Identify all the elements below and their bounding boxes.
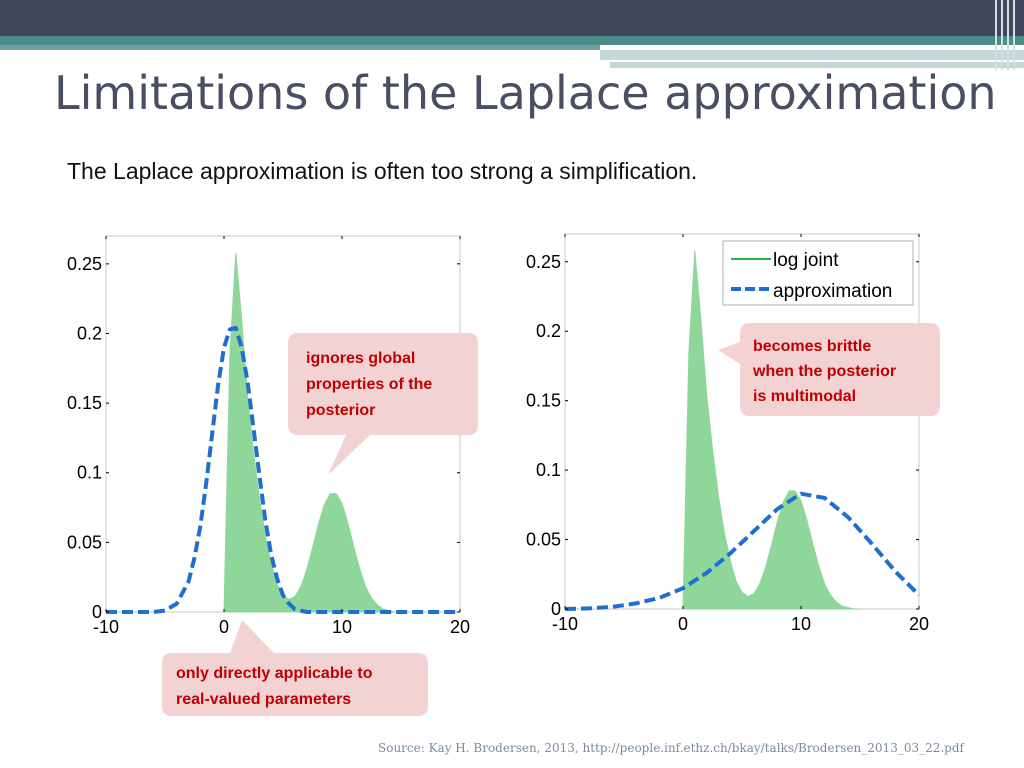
y-tick-label: 0.2	[536, 321, 561, 341]
approximation-line	[106, 325, 460, 614]
decorative-edge-lines	[995, 0, 1015, 70]
callout-line: ignores global	[306, 350, 415, 367]
callout-multimodal: becomes brittle when the posterior is mu…	[718, 323, 940, 416]
legend-box	[722, 240, 914, 306]
callout-line: properties of the	[306, 376, 432, 393]
x-tick-label: 20	[909, 614, 929, 634]
callout-global-properties: ignores global properties of the posteri…	[288, 333, 478, 475]
legend-label: log joint	[773, 250, 839, 271]
log-joint-area	[223, 252, 401, 613]
x-tick-label: 10	[791, 614, 811, 634]
callout-line: real-valued parameters	[176, 691, 351, 708]
y-tick-label: 0.05	[526, 530, 561, 550]
y-tick-label: 0.05	[67, 532, 102, 552]
y-tick-label: 0.1	[77, 463, 102, 483]
accent-stripe-light	[0, 45, 600, 50]
x-tick-label: 10	[332, 617, 352, 637]
y-tick-label: 0.15	[526, 391, 561, 411]
legend-label: approximation	[773, 281, 892, 302]
y-tick-label: 0.15	[67, 393, 102, 413]
callout-line: is multimodal	[753, 388, 856, 405]
source-note: Source: Kay H. Brodersen, 2013, http://p…	[378, 741, 964, 755]
x-tick-label: 20	[450, 617, 470, 637]
callout-line: posterior	[306, 402, 375, 419]
x-tick-label: -10	[552, 614, 578, 634]
x-tick-label: 0	[678, 614, 688, 634]
y-tick-label: 0.25	[526, 252, 561, 272]
log-joint-area	[682, 250, 860, 610]
slide-title: Limitations of the Laplace approximation	[54, 66, 997, 120]
accent-stripe-pale	[600, 50, 1024, 60]
y-tick-label: 0.25	[67, 254, 102, 274]
x-tick-label: 0	[219, 617, 229, 637]
accent-stripe	[0, 36, 1024, 45]
title-bar-band	[0, 0, 1024, 36]
callout-real-valued: only directly applicable to real-valued …	[162, 620, 428, 716]
approximation-line	[564, 491, 921, 611]
callout-line: when the posterior	[752, 363, 896, 380]
x-tick-label: -10	[93, 617, 119, 637]
slide-subtitle: The Laplace approximation is often too s…	[67, 158, 698, 184]
y-tick-label: 0	[551, 599, 561, 619]
y-tick-label: 0.2	[77, 323, 102, 343]
callout-line: becomes brittle	[753, 338, 871, 355]
callout-line: only directly applicable to	[176, 665, 373, 682]
accent-stripe-pale-lower	[610, 62, 1024, 68]
y-tick-label: 0	[92, 602, 102, 622]
y-tick-label: 0.1	[536, 460, 561, 480]
legend: log joint approximation	[722, 240, 914, 306]
